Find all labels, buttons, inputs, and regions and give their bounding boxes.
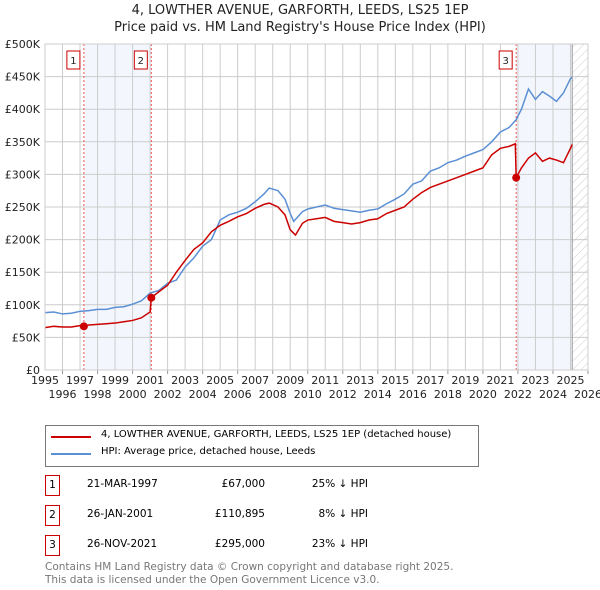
y-tick-label: £50K [12,331,41,344]
sale-row: 1 21-MAR-1997 £67,000 25% ↓ HPI [45,475,375,496]
plot-area: 1995199619971998199920002001200220032004… [5,38,600,401]
sale-point [512,173,521,182]
x-tick-label: 2012 [329,388,357,401]
sale-date: 26-JAN-2001 [87,508,154,520]
x-tick-label: 2026 [574,388,600,401]
x-tick-label: 2009 [276,374,304,387]
y-tick-label: £350K [5,136,41,149]
y-tick-label: £400K [5,103,41,116]
x-tick-label: 2014 [364,388,392,401]
x-tick-label: 2001 [136,374,164,387]
sale-price: £67,000 [221,478,265,490]
sale-hpi-diff: 25% ↓ HPI [311,478,368,490]
chart-title: 4, LOWTHER AVENUE, GARFORTH, LEEDS, LS25… [131,3,469,18]
footer: Contains HM Land Registry data © Crown c… [45,561,453,587]
sale-label: 1 [70,56,76,67]
legend-label-hpi: HPI: Average price, detached house, Leed… [101,446,316,457]
x-tick-label: 2007 [241,374,269,387]
y-tick-label: £250K [5,201,41,214]
y-tick-label: £300K [5,168,41,181]
x-tick-label: 2016 [399,388,427,401]
legend-swatch-property [51,436,91,438]
sale-number: 1 [45,475,60,496]
sale-hpi-diff: 23% ↓ HPI [311,538,368,550]
y-tick-label: £500K [5,38,41,51]
sale-price: £110,895 [214,508,265,520]
sale-date: 26-NOV-2021 [87,538,158,550]
x-tick-label: 2003 [171,374,199,387]
sale-row: 3 26-NOV-2021 £295,000 23% ↓ HPI [45,535,375,556]
sale-number: 2 [45,505,60,526]
x-tick-label: 2023 [521,374,549,387]
x-tick-label: 2021 [486,374,514,387]
y-tick-label: £100K [5,299,41,312]
x-tick-label: 2024 [539,388,567,401]
footer-line-2: This data is licensed under the Open Gov… [45,574,380,586]
y-tick-label: £150K [5,266,41,279]
x-tick-label: 2002 [154,388,182,401]
x-tick-label: 2017 [416,374,444,387]
x-tick-label: 1999 [101,374,129,387]
x-tick-label: 2011 [311,374,339,387]
hpi-line [44,76,573,315]
legend-swatch-hpi [51,453,91,455]
sale-number: 3 [45,535,60,556]
x-tick-label: 2005 [206,374,234,387]
chart-subtitle: Price paid vs. HM Land Registry's House … [114,20,486,35]
sale-date: 21-MAR-1997 [87,478,158,490]
x-tick-label: 2010 [294,388,322,401]
footer-line-1: Contains HM Land Registry data © Crown c… [45,561,454,573]
sale-point [79,322,88,331]
x-tick-label: 2019 [451,374,479,387]
legend-label-property: 4, LOWTHER AVENUE, GARFORTH, LEEDS, LS25… [101,429,452,440]
sale-point [147,293,156,302]
x-tick-label: 1996 [49,388,77,401]
sale-price: £295,000 [214,538,265,550]
y-tick-label: £200K [5,234,41,247]
sale-label-box [498,50,513,70]
x-tick-label: 2025 [556,374,584,387]
x-tick-label: 2015 [381,374,409,387]
plot-border [44,43,589,371]
sale-row: 2 26-JAN-2001 £110,895 8% ↓ HPI [45,505,375,526]
sale-label-box [133,50,148,70]
x-tick-label: 1997 [66,374,94,387]
legend: 4, LOWTHER AVENUE, GARFORTH, LEEDS, LS25… [45,425,479,467]
sale-label: 3 [502,56,508,67]
sale-label: 2 [138,56,144,67]
x-tick-label: 2006 [224,388,252,401]
x-tick-label: 2020 [469,388,497,401]
x-tick-label: 2004 [189,388,217,401]
x-tick-label: 2022 [504,388,532,401]
x-tick-label: 1995 [31,374,59,387]
x-tick-label: 2008 [259,388,287,401]
x-tick-label: 2018 [434,388,462,401]
x-tick-label: 2013 [346,374,374,387]
property-price-line [44,142,573,329]
x-tick-label: 2000 [119,388,147,401]
sale-hpi-diff: 8% ↓ HPI [318,508,368,520]
y-tick-label: £0 [26,364,40,377]
y-tick-label: £450K [5,71,41,84]
x-tick-label: 1998 [84,388,112,401]
sale-label-box [66,50,81,70]
